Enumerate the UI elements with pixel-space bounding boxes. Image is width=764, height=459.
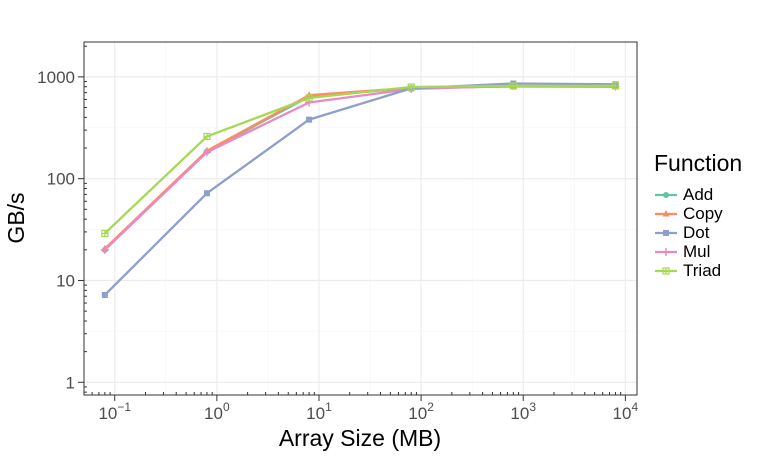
- legend-marker: [662, 267, 670, 275]
- axis-ticks: 10−1 100 101 102 103 104 1 10 100 1000: [37, 45, 639, 423]
- legend-marker: [662, 248, 670, 256]
- x-tick-label: 100: [204, 400, 230, 423]
- series-mul: [100, 81, 620, 254]
- y-tick-label: 100: [47, 170, 75, 189]
- data-point-triad: [203, 132, 211, 141]
- series-line-copy: [104, 85, 616, 250]
- legend-item-triad: Triad: [654, 261, 742, 280]
- data-point-triad: [407, 83, 415, 91]
- legend-item-dot: Dot: [654, 223, 742, 242]
- series-layer: [100, 80, 620, 298]
- series-line-mul: [104, 84, 616, 251]
- legend-label: Triad: [683, 260, 722, 280]
- legend-label: Copy: [683, 203, 723, 223]
- x-tick-label: 10−1: [98, 400, 131, 423]
- legend-key-mul: [654, 242, 678, 261]
- x-tick-label: 101: [306, 400, 332, 423]
- y-tick-label: 10: [56, 271, 75, 290]
- legend-marker: [662, 210, 670, 217]
- data-point-mul: [202, 148, 211, 157]
- series-line-triad: [104, 84, 616, 235]
- series-copy: [101, 82, 619, 252]
- series-line-dot: [103, 82, 616, 296]
- legend-label: Dot: [683, 222, 710, 242]
- legend-marker: [663, 192, 669, 198]
- legend-item-mul: Mul: [654, 242, 742, 261]
- legend-key-add: [654, 185, 678, 204]
- y-axis-title: GB/s: [3, 192, 29, 243]
- legend-label: Add: [683, 184, 714, 204]
- legend-key-dot: [654, 223, 678, 242]
- x-tick-label: 102: [408, 400, 434, 423]
- marker-cross: [510, 82, 517, 89]
- legend-key-triad: [654, 261, 678, 280]
- plot-panel-border: [83, 41, 638, 396]
- x-tick-label: 103: [510, 400, 536, 423]
- data-point-triad: [305, 94, 313, 102]
- x-axis-title: Array Size (MB): [279, 425, 441, 451]
- data-point-triad: [611, 82, 620, 90]
- legend-key-copy: [654, 204, 678, 223]
- data-point-triad: [509, 82, 517, 90]
- marker-cross: [612, 82, 619, 89]
- data-point-dot: [306, 116, 313, 123]
- legend-title: Function: [654, 150, 743, 176]
- legend: Function Add Copy Dot Mul Triad: [654, 150, 742, 280]
- legend-item-add: Add: [654, 185, 742, 204]
- marker-cross: [306, 94, 313, 101]
- legend-marker: [663, 230, 669, 236]
- data-point-dot: [101, 291, 108, 298]
- marker-cross: [101, 230, 108, 237]
- series-dot: [101, 80, 619, 298]
- data-point-triad: [101, 229, 109, 237]
- y-tick-label: 1: [66, 373, 75, 392]
- y-tick-label: 1000: [37, 68, 75, 87]
- marker-cross: [203, 133, 210, 140]
- legend-item-copy: Copy: [654, 204, 742, 223]
- series-line-add: [104, 85, 616, 251]
- legend-label: Mul: [683, 241, 711, 261]
- marker-cross: [663, 268, 669, 274]
- series-add: [101, 83, 619, 253]
- marker-cross: [408, 84, 415, 91]
- series-triad: [101, 82, 620, 237]
- data-point-dot: [203, 190, 210, 197]
- x-tick-label: 104: [613, 400, 639, 423]
- data-point-mul: [100, 245, 109, 254]
